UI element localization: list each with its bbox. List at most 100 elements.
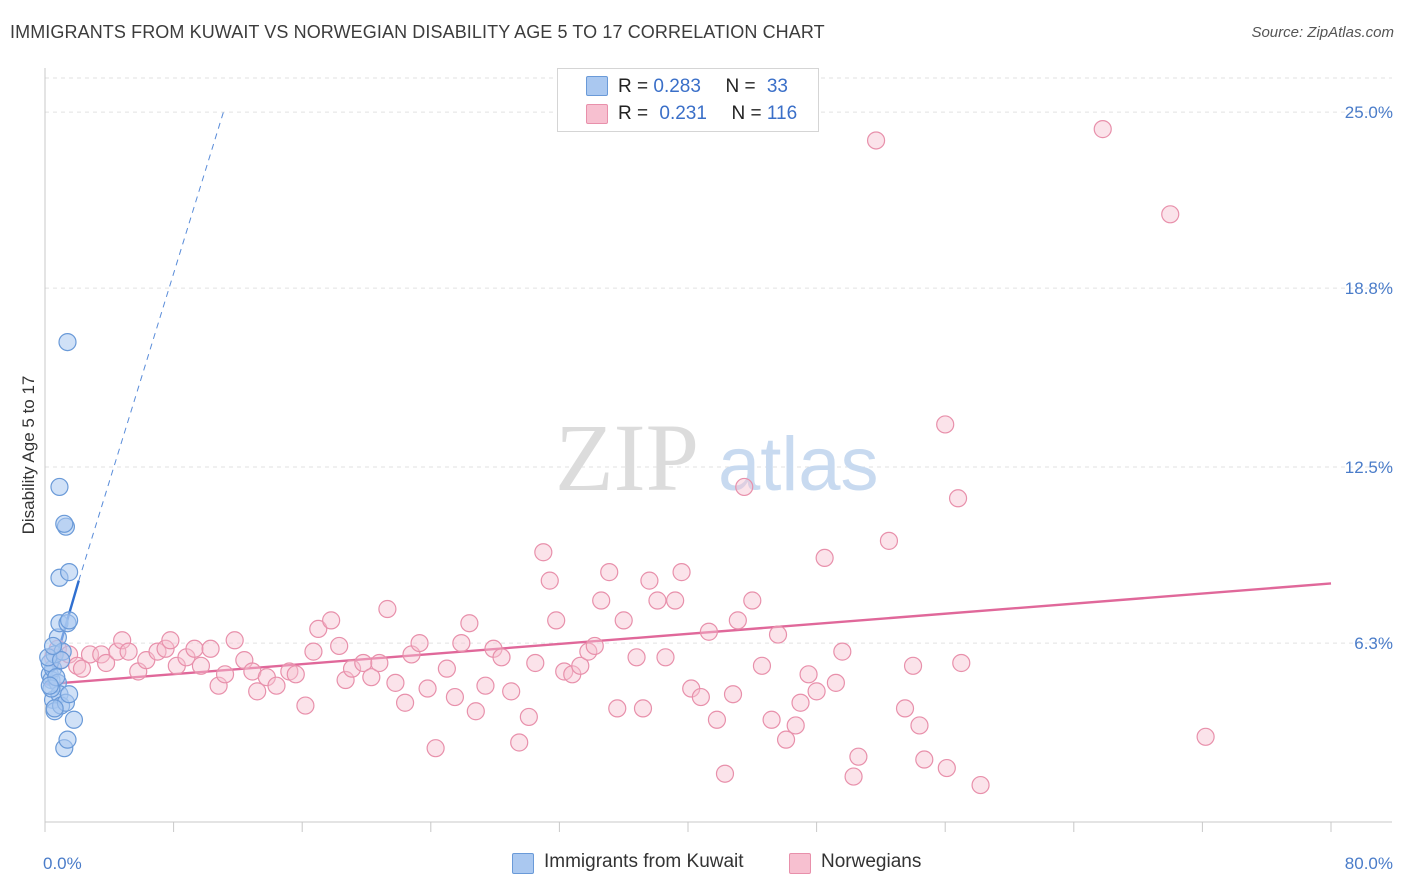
norwegians-point [648, 591, 667, 610]
norwegians-point [445, 687, 465, 707]
legend-r-label: R = [618, 76, 654, 97]
norwegians-point [752, 656, 772, 675]
norwegians-point [826, 673, 845, 692]
norwegians-point [614, 611, 633, 630]
legend-n-label: N = [725, 76, 761, 97]
y-tick-label: 25.0% [1345, 103, 1393, 122]
norwegians-point [534, 543, 553, 562]
norwegians-point [161, 631, 180, 650]
norwegians-point [691, 687, 710, 707]
kuwait-point [50, 477, 69, 497]
data-points [39, 120, 1215, 795]
norwegians-point [370, 653, 389, 673]
norwegians-point [600, 563, 619, 582]
legend-swatch-norwegians [586, 104, 608, 124]
norwegians-point [1161, 205, 1180, 224]
norwegians-point [492, 648, 511, 667]
norwegians-point [540, 571, 559, 590]
bottom-legend-swatch-kuwait [512, 853, 534, 874]
norwegians-point [807, 682, 826, 701]
y-tick-label: 18.8% [1345, 279, 1393, 298]
norwegians-point [362, 668, 381, 687]
kuwait-point [45, 699, 64, 718]
x-tick-label: 80.0% [1345, 854, 1393, 873]
norwegians-point [386, 673, 405, 692]
norwegians-point [395, 693, 415, 712]
norwegians-point [910, 716, 929, 735]
legend-r-value: 0.231 [659, 103, 707, 124]
norwegians-point [571, 656, 590, 675]
legend-row-norwegians: R = 0.231 N = 116 [618, 103, 797, 125]
norwegians-point [296, 696, 315, 715]
norwegians-point [156, 639, 175, 658]
norwegians-point [786, 716, 805, 735]
norwegians-point [656, 648, 675, 667]
norwegians-point [672, 563, 691, 582]
norwegians-point [937, 758, 956, 778]
norwegians-point [68, 656, 87, 675]
legend-row-kuwait: R = 0.283 N = 33 [618, 76, 788, 98]
norwegians-point [510, 733, 529, 752]
norwegians-point [866, 131, 886, 150]
norwegians-point [895, 699, 915, 718]
norwegians-point [304, 642, 323, 661]
norwegians-point [815, 548, 834, 568]
kuwait-point [58, 332, 77, 352]
norwegians-point [627, 648, 646, 667]
kuwait-point [40, 676, 59, 695]
norwegians-point [936, 415, 955, 434]
legend-n-value: 116 [766, 103, 798, 124]
norwegians-point [640, 571, 659, 590]
kuwait-point [64, 710, 84, 729]
norwegians-point [728, 611, 747, 630]
norwegians-point [452, 633, 471, 653]
x-tick-label: 0.0% [43, 854, 82, 873]
norwegians-point [460, 614, 479, 633]
norwegians-point [201, 639, 220, 658]
norwegians-point [225, 631, 244, 650]
bottom-legend-norwegians: Norwegians [821, 851, 922, 872]
norwegians-point [185, 639, 204, 658]
kuwait-point [55, 514, 74, 533]
kuwait-point [60, 685, 79, 704]
norwegians-point [743, 591, 762, 610]
norwegians-point [336, 670, 355, 690]
legend-n-label: N = [731, 103, 767, 124]
chart-title: IMMIGRANTS FROM KUWAIT VS NORWEGIAN DISA… [10, 22, 825, 42]
norwegians-point [322, 611, 341, 630]
norwegians-point [948, 489, 968, 508]
norwegians-point [96, 653, 116, 673]
norwegians-point [410, 633, 429, 653]
tick-labels: 6.3% 12.5% 18.8% 25.0% 0.0% 80.0% [43, 103, 1393, 873]
norwegians-point [699, 622, 718, 641]
norwegians-point [309, 619, 328, 639]
norwegians-point [502, 682, 521, 701]
norwegians-point [915, 750, 934, 769]
norwegians-point [833, 642, 852, 661]
norwegians-point [248, 682, 267, 701]
kuwait-point [43, 636, 63, 656]
norwegians-point [762, 710, 781, 729]
norwegians-point [342, 659, 362, 678]
watermark-zip: ZIP [555, 404, 699, 511]
y-axis-label: Disability Age 5 to 17 [19, 376, 38, 535]
norwegians-point [844, 767, 863, 786]
norwegians-point [608, 699, 627, 718]
norwegians-point [1093, 120, 1112, 139]
norwegians-point [209, 676, 228, 695]
norwegians-point [526, 653, 545, 673]
norwegians-point [191, 656, 211, 675]
norwegians-point [799, 665, 818, 684]
grid-lines [45, 77, 1392, 644]
kuwait-point [60, 563, 79, 582]
norwegians-point [72, 659, 92, 678]
norwegians-point [791, 693, 810, 712]
norwegians-point [466, 702, 485, 721]
norwegians-point [215, 665, 235, 684]
kuwait-point [58, 730, 77, 749]
watermark: ZIP atlas [555, 404, 879, 511]
norwegians-point [286, 665, 305, 684]
bottom-legend-swatch-norwegians [789, 853, 811, 874]
source-label: Source: ZipAtlas.com [1251, 24, 1394, 41]
norwegians-point [633, 699, 653, 718]
